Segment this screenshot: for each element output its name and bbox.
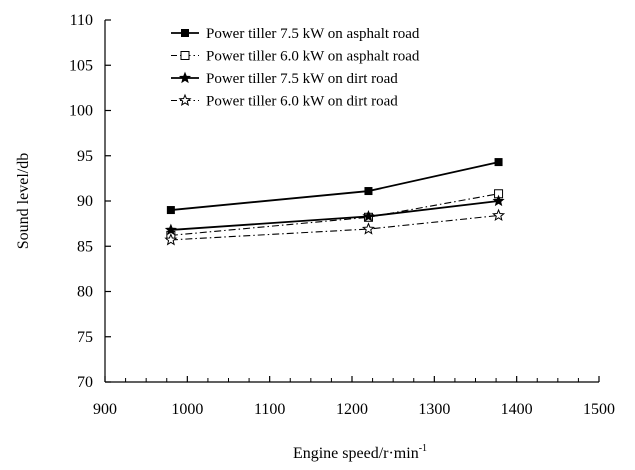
x-tick-label: 1300 [418,401,450,418]
data-point [364,187,373,196]
y-tick-label: 80 [77,284,93,301]
legend-label: Power tiller 7.5 kW on asphalt road [206,26,420,42]
y-tick-label: 70 [77,374,93,391]
y-tick-label: 105 [69,57,93,74]
x-tick-label: 1000 [171,401,203,418]
legend-marker [180,51,190,60]
data-point [362,210,375,222]
legend: Power tiller 7.5 kW on asphalt road Power… [171,26,420,110]
series-1 [166,158,503,215]
data-point [492,208,506,222]
legend-item: Power tiller 6.0 kW on asphalt road [171,49,420,65]
x-tick-label: 1200 [336,401,368,418]
legend-item: Power tiller 6.0 kW on dirt road [171,94,398,110]
x-axis-title-exponent: -1 [419,443,427,454]
series-line [170,193,499,236]
x-axis-ticks: 900 1000 1100 1200 1300 1400 1500 [93,376,615,418]
data-point [166,206,175,215]
data-point [164,233,178,246]
legend-item: Power tiller 7.5 kW on asphalt road [171,26,420,42]
x-tick-label: 900 [93,401,117,418]
y-tick-label: 110 [70,12,93,29]
x-axis-title-main: Engine speed/r·min [293,445,419,462]
legend-label: Power tiller 6.0 kW on dirt road [206,94,398,110]
data-point [492,194,505,207]
data-point [494,158,503,167]
legend-marker [181,29,189,37]
legend-marker [178,71,192,84]
y-axis-ticks: 70 75 80 85 90 95 100 105 110 [69,12,111,391]
series-4 [164,208,506,246]
legend-label: Power tiller 7.5 kW on dirt road [206,71,398,87]
y-tick-label: 100 [69,103,93,120]
x-tick-label: 1100 [254,401,285,418]
y-tick-label: 90 [77,193,93,210]
y-tick-label: 85 [77,238,93,255]
y-tick-label: 75 [77,329,93,346]
legend-marker [178,93,192,107]
x-tick-label: 1400 [501,401,533,418]
x-tick-label: 1500 [583,401,615,418]
data-series [164,158,506,246]
data-point [164,223,177,236]
series-2 [166,189,504,240]
series-3 [164,194,505,236]
legend-item: Power tiller 7.5 kW on dirt road [171,71,398,87]
x-axis-title: Engine speed/r·min-1 [293,443,427,462]
data-point [361,222,375,235]
y-axis-title: Sound level/db [15,153,32,249]
legend-label: Power tiller 6.0 kW on asphalt road [206,49,420,65]
y-tick-label: 95 [77,148,93,165]
